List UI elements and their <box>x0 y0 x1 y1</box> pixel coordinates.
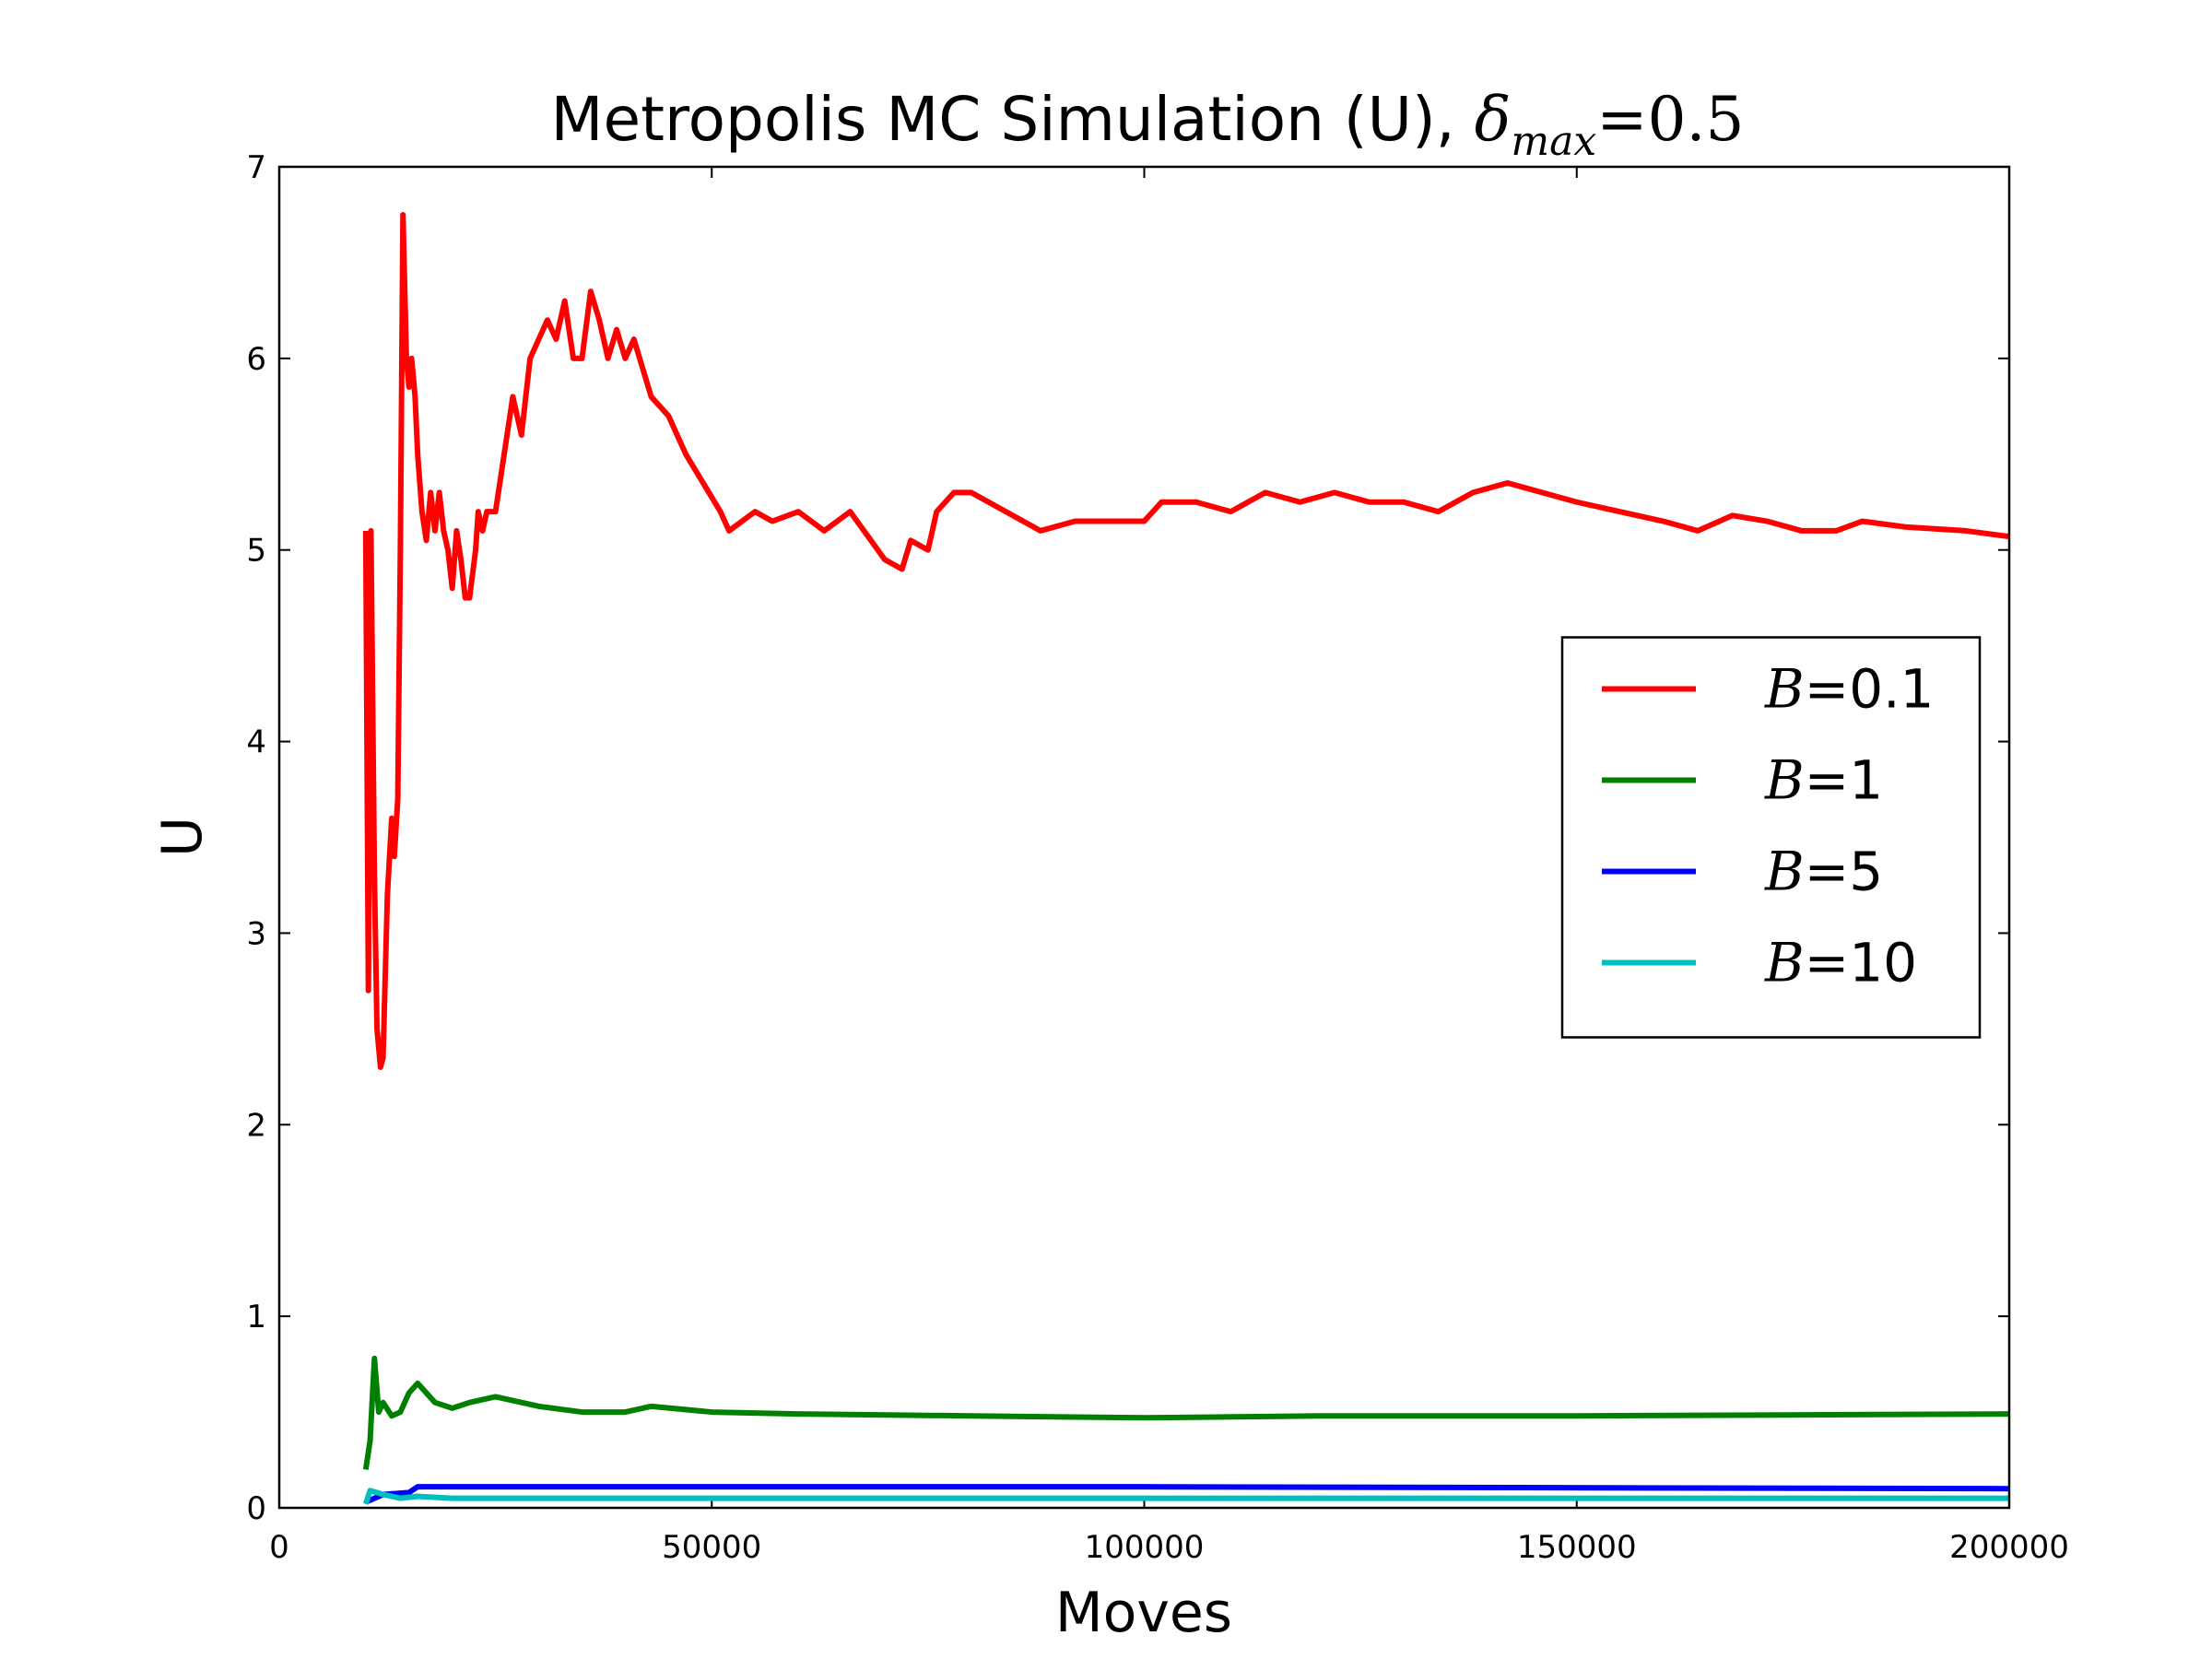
series-line <box>362 1488 2009 1505</box>
y-tick-label: 5 <box>246 533 266 570</box>
series-line <box>362 211 2009 1070</box>
y-axis-label: U <box>150 817 215 857</box>
title-symbol: δ <box>1475 84 1512 155</box>
y-tick-label: 3 <box>246 915 266 952</box>
x-axis-label: Moves <box>1055 1581 1232 1645</box>
title-text: Metropolis MC Simulation (U), <box>551 84 1455 155</box>
title-value: =0.5 <box>1596 84 1744 155</box>
legend-label: B=1 <box>1764 749 1883 812</box>
y-tick-label: 6 <box>246 341 266 378</box>
legend-label: B=5 <box>1764 841 1883 903</box>
legend: B=0.1 B=1 B=5 B=10 <box>1560 636 1982 1039</box>
y-tick-label: 2 <box>246 1107 266 1144</box>
title-subscript: max <box>1511 118 1596 165</box>
legend-label: B=10 <box>1764 932 1917 994</box>
y-tick-label: 7 <box>246 149 266 186</box>
x-tick-label: 200000 <box>1949 1529 2069 1566</box>
x-tick-label: 100000 <box>1085 1529 1205 1566</box>
legend-label: B=0.1 <box>1764 658 1934 721</box>
series-line <box>362 1355 2009 1470</box>
chart-title: Metropolis MC Simulation (U), δmax=0.5 <box>551 84 1745 165</box>
y-tick-label: 1 <box>246 1299 266 1335</box>
x-tick-label: 0 <box>269 1529 289 1566</box>
plot-frame <box>277 165 2011 1510</box>
y-tick-label: 4 <box>246 724 266 761</box>
x-tick-label: 150000 <box>1517 1529 1637 1566</box>
legend-box <box>1560 636 1982 1039</box>
x-tick-label: 50000 <box>662 1529 761 1566</box>
y-tick-label: 0 <box>246 1490 266 1527</box>
